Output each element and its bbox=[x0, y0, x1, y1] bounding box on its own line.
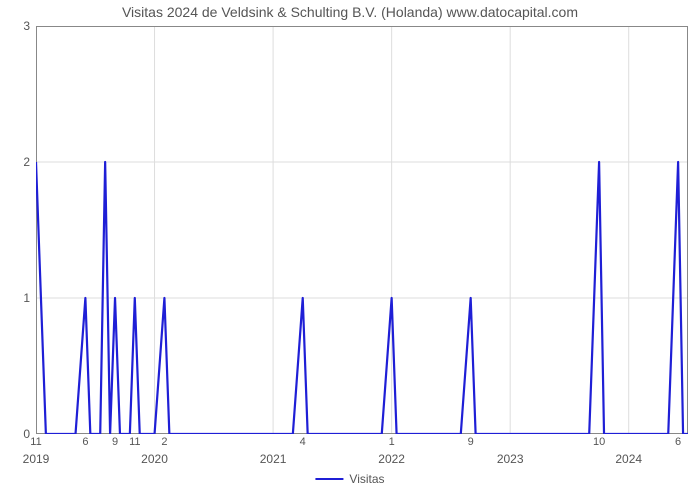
x-minor-tick-label: 11 bbox=[129, 436, 140, 448]
x-minor-tick-label: 1 bbox=[389, 436, 395, 448]
x-major-tick-label: 2024 bbox=[615, 452, 642, 466]
legend-label: Visitas bbox=[349, 472, 384, 486]
plot-area bbox=[36, 26, 688, 434]
y-tick-label: 2 bbox=[23, 155, 36, 169]
x-major-tick-label: 2023 bbox=[497, 452, 524, 466]
x-major-tick-label: 2020 bbox=[141, 452, 168, 466]
chart-title: Visitas 2024 de Veldsink & Schulting B.V… bbox=[0, 4, 700, 20]
x-minor-tick-label: 9 bbox=[112, 436, 118, 448]
x-minor-tick-label: 9 bbox=[468, 436, 474, 448]
legend: Visitas bbox=[315, 472, 384, 486]
legend-swatch bbox=[315, 478, 343, 480]
x-major-tick-label: 2021 bbox=[260, 452, 287, 466]
x-minor-tick-label: 6 bbox=[675, 436, 681, 448]
x-minor-tick-label: 10 bbox=[593, 436, 605, 448]
plot-svg bbox=[36, 26, 688, 434]
y-tick-label: 3 bbox=[23, 19, 36, 33]
x-minor-tick-label: 2 bbox=[161, 436, 167, 448]
visits-chart: Visitas 2024 de Veldsink & Schulting B.V… bbox=[0, 0, 700, 500]
x-minor-tick-label: 11 bbox=[30, 436, 41, 448]
x-major-tick-label: 2022 bbox=[378, 452, 405, 466]
x-minor-tick-label: 6 bbox=[82, 436, 88, 448]
y-tick-label: 1 bbox=[23, 291, 36, 305]
x-major-tick-label: 2019 bbox=[23, 452, 50, 466]
x-minor-tick-label: 4 bbox=[300, 436, 306, 448]
